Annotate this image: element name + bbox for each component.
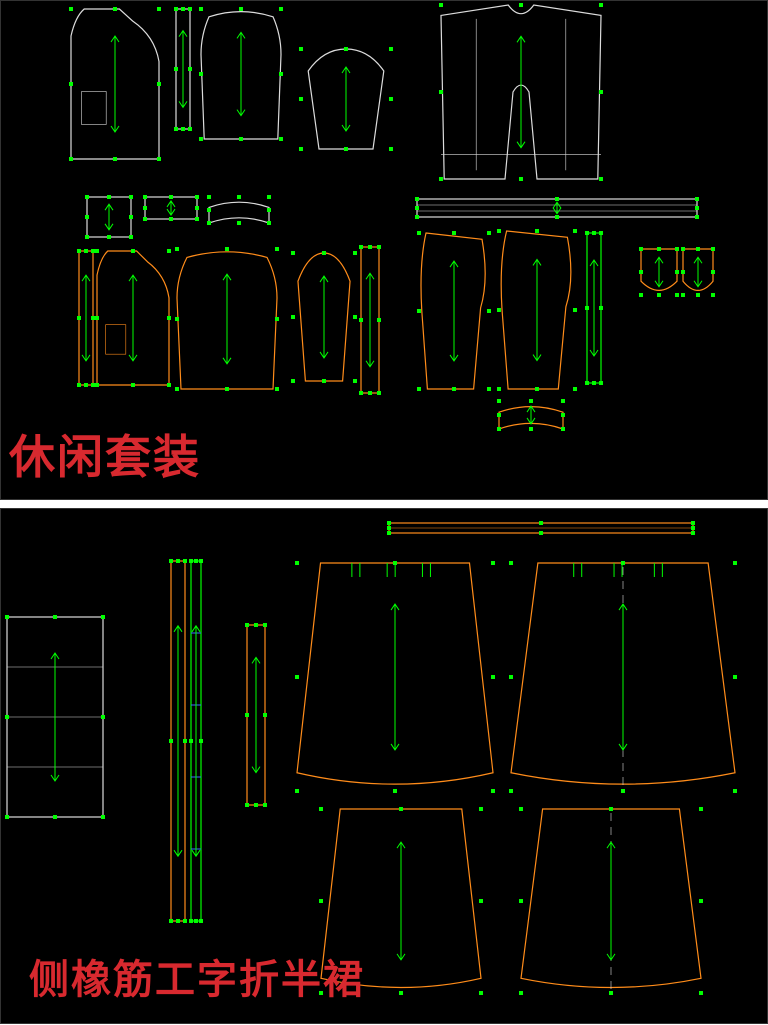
pattern-waistband-top [387,521,695,535]
pattern-belt-strip-1 [169,559,187,923]
pattern-waistband-long [415,197,699,219]
pattern-sleeve-w [299,47,393,151]
pattern-front-bodice-w [69,7,161,161]
pattern-pants-front-o [417,231,491,391]
pattern-back-bodice-o [175,247,279,391]
pattern-strip-1 [174,7,192,131]
pattern-tab-1 [143,195,199,221]
pattern-strip-green [585,231,603,385]
pattern-skirt-back-sm [519,807,703,995]
pattern-front-bodice-o [95,249,171,387]
panel-casual-suit: 休闲套装 [0,0,768,500]
pattern-back-bodice-w [199,7,283,141]
pattern-pocket-bag-2 [681,247,715,297]
pattern-sleeve-o [291,251,357,383]
pattern-belt-strip-2 [189,559,203,923]
pattern-facing-block [5,615,105,819]
pattern-cuff-curve [207,195,271,225]
pattern-pocket-sq [85,195,133,239]
pattern-cuff-o [497,399,565,431]
title-casual-suit: 休闲套装 [9,421,201,487]
pattern-side-strip-o [77,249,95,387]
pattern-zip-strip [245,623,267,807]
panel-skirt: 侧橡筋工字折半裙 [0,508,768,1024]
title-skirt: 侧橡筋工字折半裙 [29,947,365,1005]
pattern-skirt-front [295,561,495,793]
pattern-pocket-bag-1 [639,247,679,297]
pattern-pants-w [439,3,603,181]
pattern-skirt-back [509,561,737,793]
pattern-strip-o [359,245,381,395]
pattern-pants-back-o [497,229,577,391]
